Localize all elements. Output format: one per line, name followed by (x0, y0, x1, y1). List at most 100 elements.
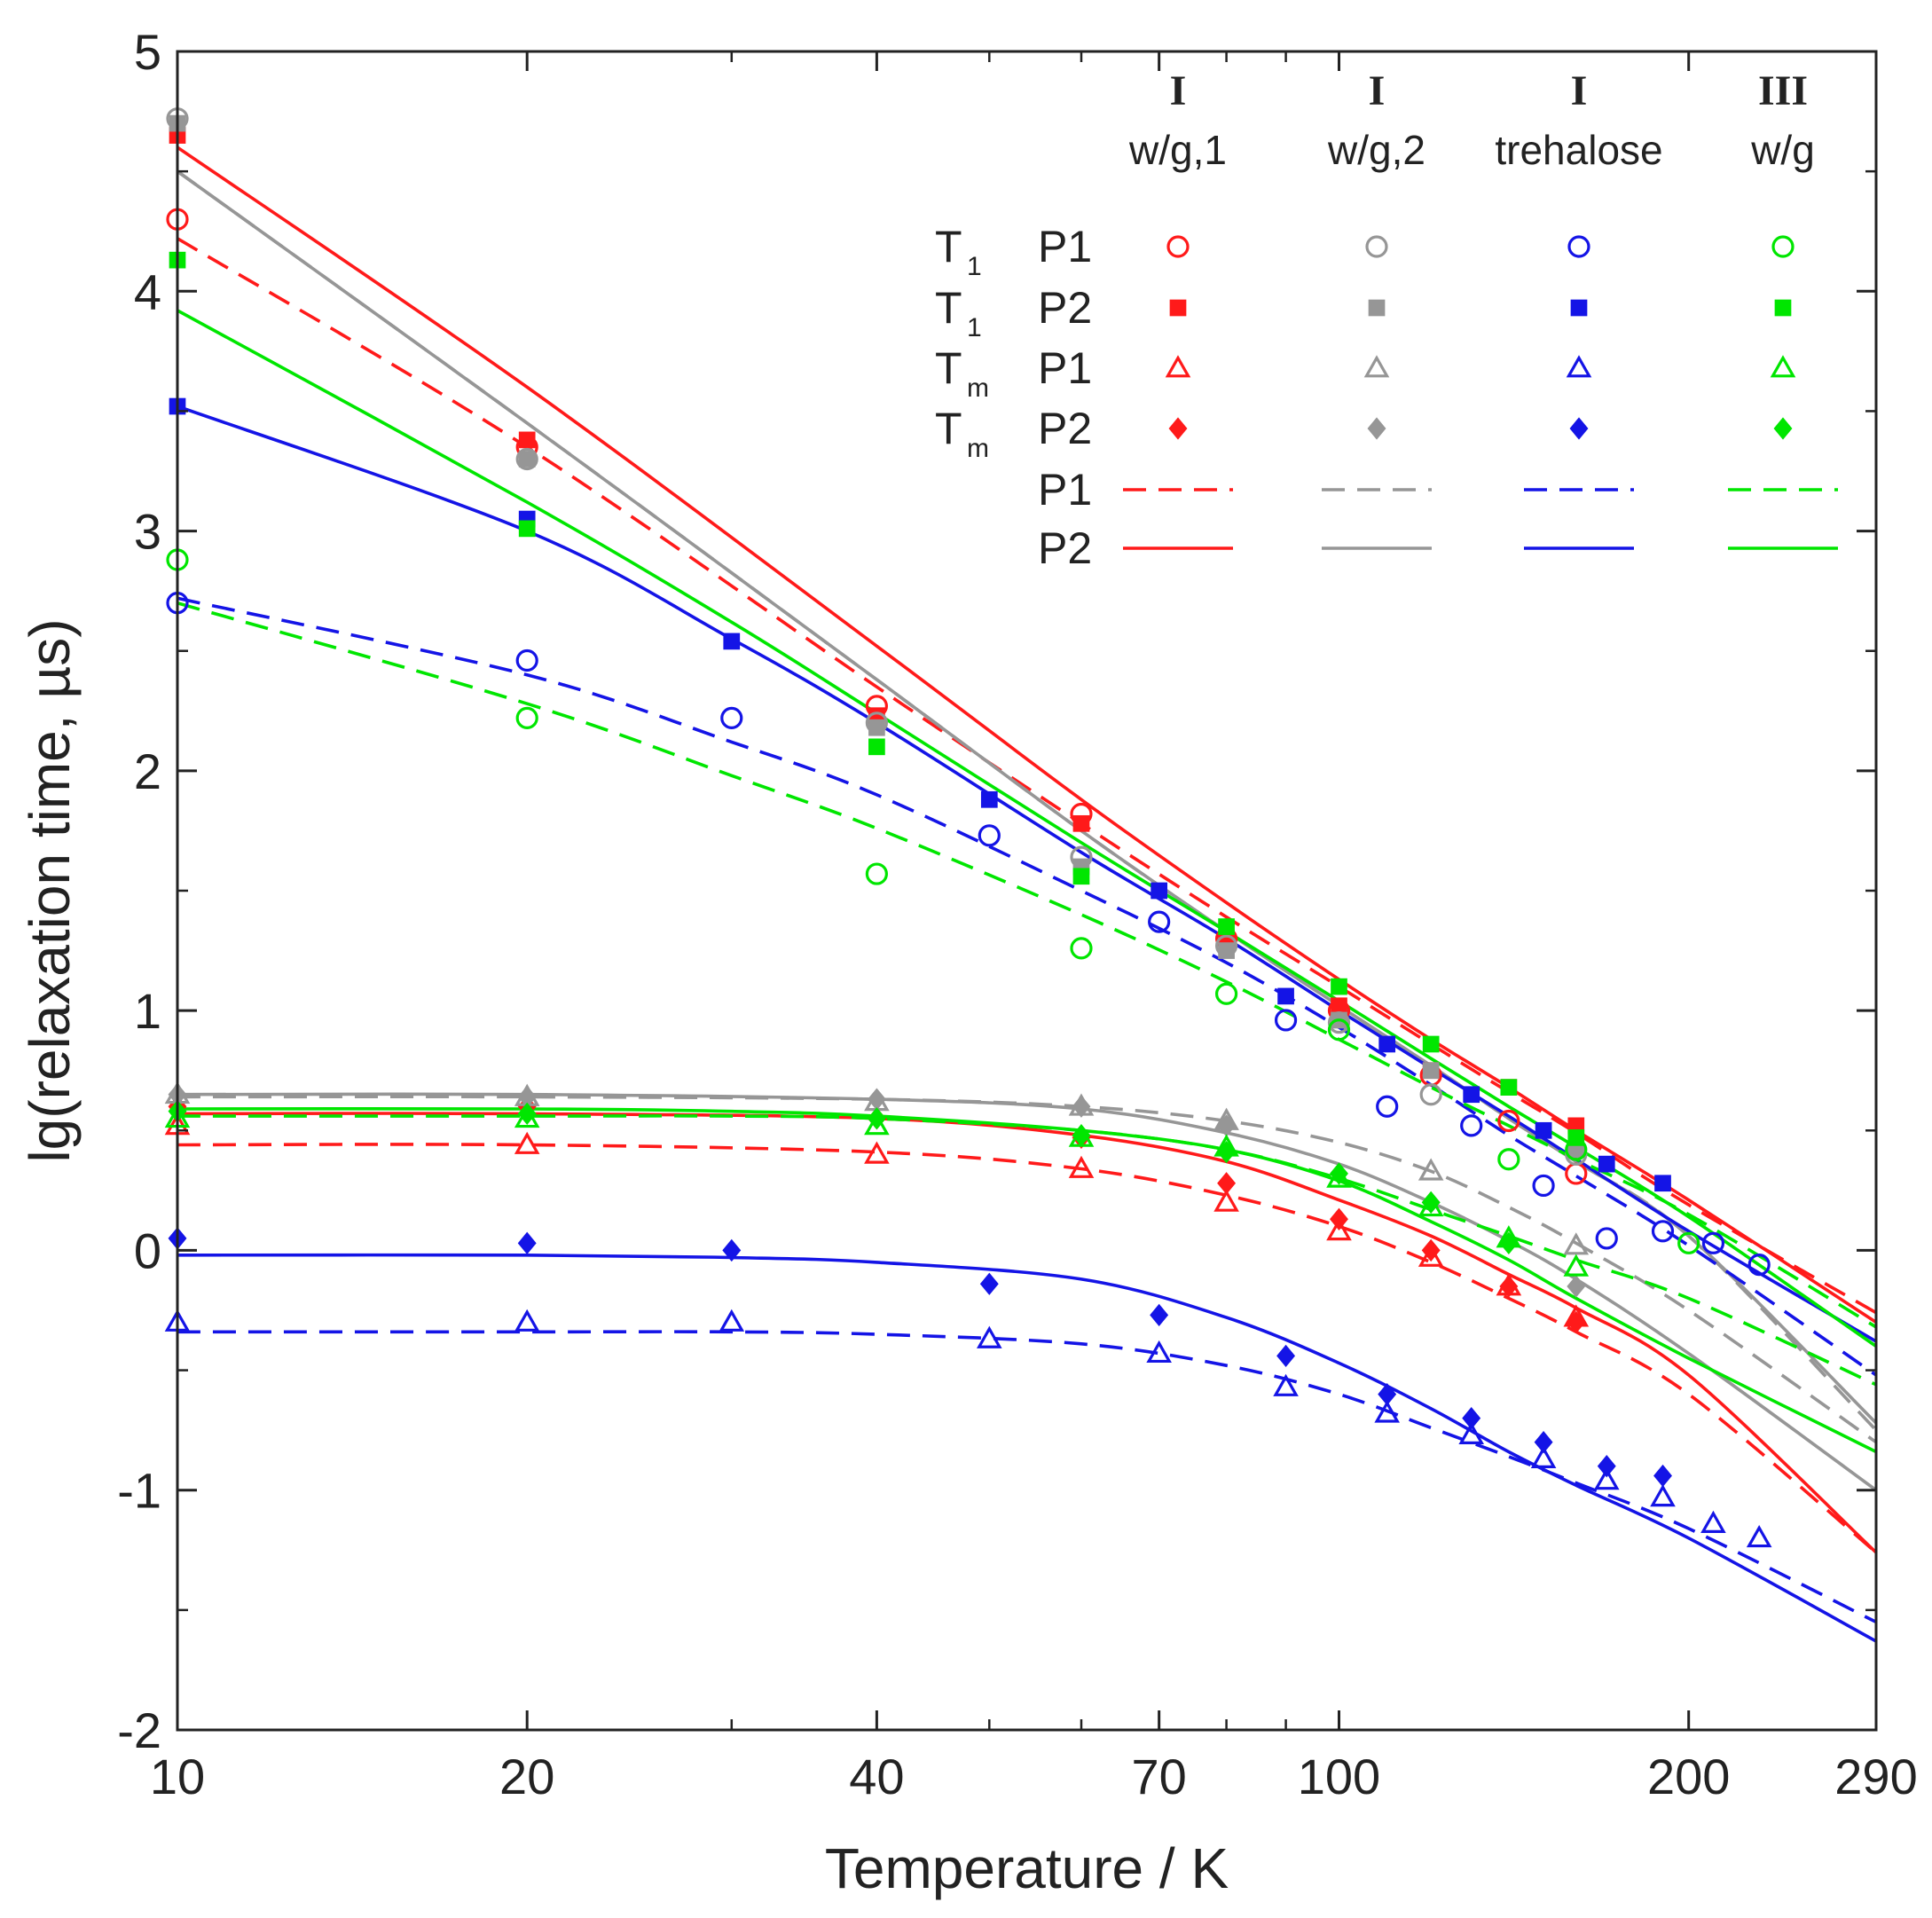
point-trehalose-tm-p1-5 (1273, 1373, 1299, 1396)
curve-w-g-iii-p2-fit (177, 309, 1876, 1348)
point-w-g-1-t1-p2-3 (1072, 814, 1090, 832)
legend-row-label-2: P1 (1038, 343, 1092, 393)
point-trehalose-t1-p2-7 (1463, 1086, 1480, 1104)
point-trehalose-t1-p2-4 (1151, 882, 1167, 900)
y-tick-label-3: 3 (134, 504, 161, 560)
legend-swatch-0-3 (1771, 235, 1795, 258)
x-tick-label-290: 290 (1834, 1749, 1917, 1804)
point-w-g-1-tm-p1-4 (1213, 1189, 1239, 1212)
point-w-g-2-tm-p1-6 (1563, 1232, 1590, 1255)
legend-column-roman-2: I (1571, 67, 1588, 114)
point-w-g-iii-t1-p2-1 (518, 520, 536, 538)
data-markers (164, 107, 1772, 1548)
point-w-g-1-tm-p2-5 (1330, 1207, 1348, 1230)
legend-column-name-1: w/g,2 (1327, 127, 1425, 173)
point-trehalose-tm-p1-7 (1458, 1421, 1484, 1444)
curve-trehalose-p2-fit (177, 405, 1876, 1343)
curve-w-g-1-p1-fit (177, 237, 1876, 1315)
point-w-g-2-t1-p2-2 (868, 719, 885, 736)
point-trehalose-tm-p1-2 (719, 1309, 745, 1332)
point-w-g-iii-t1-p1-2 (865, 862, 888, 885)
y-tick-label-1: 1 (134, 983, 161, 1039)
legend-row-var-0: T (935, 222, 962, 271)
point-trehalose-t1-p1-1 (515, 649, 538, 672)
point-w-g-iii-tm-p2-6 (1421, 1191, 1441, 1214)
legend-row-var-1: T (935, 283, 962, 333)
legend-row-var-2: T (935, 343, 962, 393)
y-tick-label-5: 5 (134, 24, 161, 80)
point-w-g-2-t1-p1-1 (515, 447, 538, 471)
point-w-g-iii-tm-p2-2 (867, 1107, 886, 1130)
curve-w-g-2-tm-p2-fit (177, 1092, 1876, 1492)
point-trehalose-tm-p1-6 (1374, 1400, 1400, 1423)
curve-w-g-1-tm-p1-fit (177, 1143, 1876, 1554)
y-tick-label-2: 2 (134, 743, 161, 799)
point-w-g-2-t1-p1-6 (1419, 1083, 1442, 1106)
legend-row-var-3: T (935, 404, 962, 453)
legend-row-label-4: P1 (1038, 465, 1092, 515)
curve-trehalose-tm-p2-fit (177, 1253, 1876, 1643)
point-w-g-1-tm-p1-1 (514, 1131, 540, 1154)
legend-column-roman-0: I (1170, 67, 1187, 114)
point-trehalose-t1-p2-8 (1535, 1121, 1552, 1139)
point-trehalose-tm-p2-6 (1378, 1382, 1397, 1406)
legend-swatch-1-0 (1169, 299, 1187, 317)
legend-row-sub-1: 1 (967, 313, 982, 342)
point-w-g-1-tm-p1-2 (864, 1141, 890, 1164)
point-w-g-1-t1-p1-8 (1565, 1162, 1588, 1185)
point-w-g-iii-tm-p2-3 (1072, 1124, 1091, 1147)
point-w-g-iii-tm-p2-7 (1499, 1231, 1519, 1254)
point-w-g-iii-t1-p1-1 (515, 706, 538, 729)
y-tick-label--2: -2 (117, 1702, 161, 1758)
point-w-g-iii-t1-p2-5 (1331, 978, 1347, 995)
legend-swatch-1-2 (1570, 299, 1588, 317)
point-trehalose-tm-p1-3 (976, 1325, 1002, 1348)
curve-w-g-2-p1-fit (177, 169, 1876, 1432)
point-w-g-2-tm-p2-1 (517, 1085, 537, 1109)
point-trehalose-tm-p2-1 (517, 1231, 537, 1254)
point-trehalose-t1-p1-3 (978, 824, 1001, 847)
point-trehalose-t1-p1-8 (1532, 1174, 1555, 1198)
point-w-g-iii-t1-p1-8 (1677, 1231, 1700, 1254)
x-tick-label-10: 10 (150, 1749, 205, 1804)
point-trehalose-t1-p2-3 (980, 790, 998, 808)
axes: 10 20 40 70 100 200 290 -2 -1 0 1 2 3 4 5 Temperature /… (18, 24, 1918, 1900)
point-trehalose-tm-p2-2 (722, 1238, 742, 1262)
point-trehalose-tm-p1-10 (1650, 1484, 1676, 1507)
legend-row-sub-3: m (967, 434, 989, 463)
point-w-g-1-t1-p1-7 (1497, 1109, 1520, 1133)
legend-column-name-3: w/g (1750, 127, 1815, 173)
legend-swatch-0-0 (1166, 235, 1190, 258)
point-w-g-iii-t1-p2-7 (1500, 1079, 1518, 1096)
point-w-g-1-tm-p1-6 (1418, 1244, 1444, 1267)
point-trehalose-t1-p2-9 (1598, 1155, 1615, 1173)
point-w-g-1-t1-p2-5 (1331, 997, 1347, 1015)
point-w-g-iii-t1-p1-3 (1070, 937, 1093, 960)
legend-swatch-1-1 (1368, 299, 1386, 317)
point-w-g-1-t1-p2-1 (518, 431, 536, 449)
point-w-g-iii-t1-p2-6 (1422, 1035, 1440, 1053)
point-w-g-iii-t1-p1-5 (1327, 1018, 1351, 1042)
point-trehalose-tm-p1-1 (514, 1309, 540, 1332)
point-trehalose-t1-p1-10 (1651, 1220, 1675, 1243)
point-w-g-iii-tm-p2-1 (517, 1102, 537, 1126)
curve-w-g-iii-p1-fit (177, 601, 1876, 1329)
legend-row-label-3: P2 (1038, 404, 1092, 453)
legend-row-sub-2: m (967, 373, 989, 403)
point-trehalose-t1-p1-9 (1595, 1227, 1618, 1250)
point-w-g-iii-t1-p1-6 (1497, 1148, 1520, 1171)
point-trehalose-t1-p1-12 (1747, 1254, 1771, 1277)
point-trehalose-t1-p2-6 (1378, 1035, 1396, 1053)
point-w-g-iii-t1-p2-8 (1567, 1129, 1585, 1146)
point-trehalose-tm-p2-9 (1597, 1455, 1616, 1478)
point-w-g-1-tm-p2-7 (1499, 1275, 1519, 1298)
point-w-g-iii-tm-p2-4 (1217, 1140, 1237, 1164)
point-trehalose-tm-p1-12 (1746, 1524, 1772, 1548)
legend-swatch-3-3 (1773, 417, 1793, 440)
curve-w-g-iii-tm-p2-fit (177, 1106, 1876, 1454)
point-trehalose-t1-p2-5 (1277, 987, 1294, 1005)
point-w-g-2-t1-p2-4 (1218, 942, 1235, 959)
point-trehalose-tm-p1-11 (1700, 1510, 1726, 1533)
legend-swatch-0-1 (1365, 235, 1388, 258)
legend-swatch-2-2 (1566, 355, 1592, 378)
